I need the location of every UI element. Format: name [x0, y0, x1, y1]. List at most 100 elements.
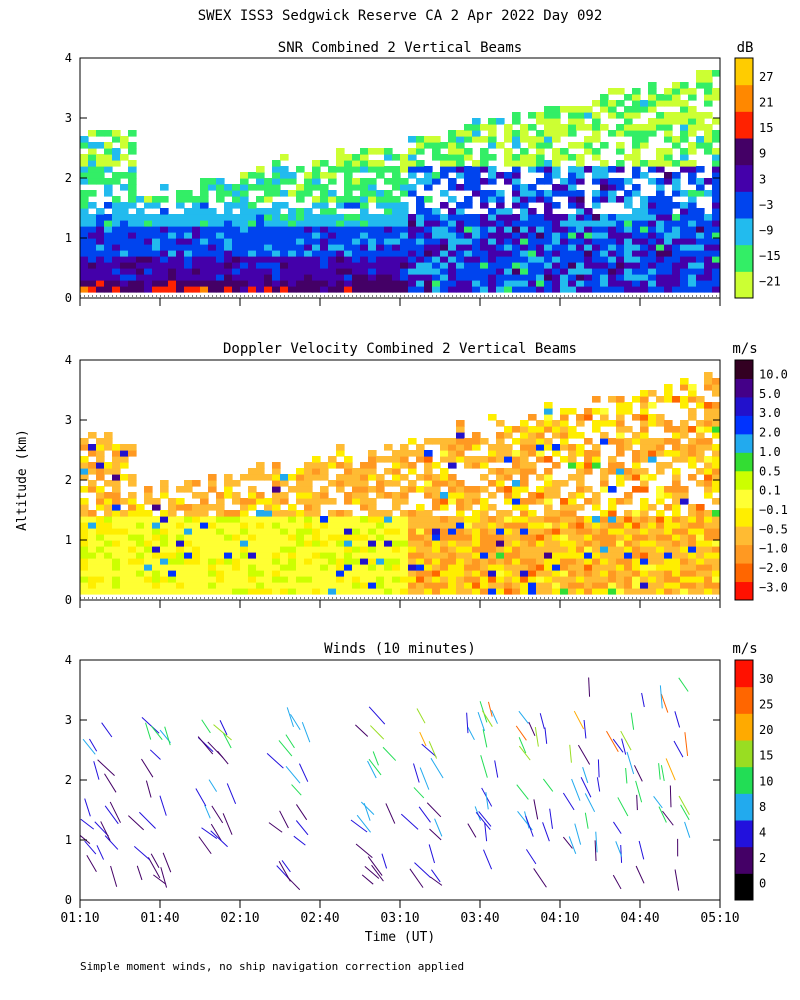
heatmap-cell — [112, 588, 121, 595]
heatmap-cell — [520, 582, 529, 589]
heatmap-cell — [416, 456, 425, 463]
heatmap-cell — [640, 450, 649, 457]
heatmap-cell — [344, 268, 353, 275]
heatmap-cell — [136, 510, 145, 517]
heatmap-cell — [672, 94, 681, 101]
heatmap-cell — [672, 486, 681, 493]
heatmap-cell — [472, 540, 481, 547]
heatmap-cell — [96, 208, 105, 215]
heatmap-cell — [104, 184, 113, 191]
heatmap-cell — [232, 480, 241, 487]
heatmap-cell — [248, 582, 257, 589]
heatmap-cell — [536, 570, 545, 577]
heatmap-cell — [376, 480, 385, 487]
heatmap-cell — [640, 238, 649, 245]
wind-barb — [110, 865, 118, 887]
wind-barb — [195, 788, 207, 807]
heatmap-cell — [424, 534, 433, 541]
wind-barb — [372, 751, 379, 766]
heatmap-cell — [328, 480, 337, 487]
heatmap-cell — [408, 552, 417, 559]
heatmap-cell — [592, 118, 601, 125]
heatmap-cell — [464, 202, 473, 209]
heatmap-cell — [96, 214, 105, 221]
heatmap-cell — [200, 190, 209, 197]
heatmap-cell — [576, 582, 585, 589]
heatmap-cell — [336, 244, 345, 251]
heatmap-cell — [712, 516, 720, 523]
heatmap-cell — [128, 214, 137, 221]
heatmap-cell — [408, 582, 417, 589]
heatmap-cell — [304, 244, 313, 251]
heatmap-cell — [240, 172, 249, 179]
heatmap-cell — [80, 166, 89, 173]
heatmap-cell — [136, 214, 145, 221]
heatmap-cell — [696, 510, 705, 517]
heatmap-cell — [536, 160, 545, 167]
heatmap-cell — [152, 558, 161, 565]
heatmap-cell — [296, 558, 305, 565]
heatmap-cell — [640, 516, 649, 523]
heatmap-cell — [312, 516, 321, 523]
heatmap-cell — [344, 214, 353, 221]
heatmap-cell — [88, 522, 97, 529]
heatmap-cell — [616, 516, 625, 523]
heatmap-cell — [712, 552, 720, 559]
heatmap-cell — [616, 142, 625, 149]
heatmap-cell — [112, 226, 121, 233]
heatmap-cell — [520, 426, 529, 433]
heatmap-cell — [480, 510, 489, 517]
heatmap-cell — [672, 184, 681, 191]
heatmap-cell — [560, 256, 569, 263]
heatmap-cell — [528, 582, 537, 589]
heatmap-cell — [288, 486, 297, 493]
heatmap-cell — [576, 504, 585, 511]
heatmap-cell — [400, 552, 409, 559]
heatmap-cell — [368, 178, 377, 185]
heatmap-cell — [288, 552, 297, 559]
heatmap-cell — [616, 250, 625, 257]
heatmap-cell — [688, 208, 697, 215]
wind-barb — [208, 779, 218, 792]
heatmap-cell — [496, 546, 505, 553]
heatmap-cell — [120, 498, 129, 505]
heatmap-cell — [288, 576, 297, 583]
heatmap-cell — [416, 504, 425, 511]
heatmap-cell — [96, 226, 105, 233]
heatmap-cell — [344, 516, 353, 523]
heatmap-cell — [408, 268, 417, 275]
heatmap-cell — [496, 250, 505, 257]
wind-barb — [355, 724, 369, 737]
heatmap-cell — [456, 232, 465, 239]
heatmap-cell — [640, 474, 649, 481]
heatmap-cell — [624, 286, 633, 293]
heatmap-cell — [120, 172, 129, 179]
heatmap-cell — [704, 420, 713, 427]
heatmap-cell — [200, 256, 209, 263]
heatmap-cell — [352, 582, 361, 589]
heatmap-cell — [112, 486, 121, 493]
heatmap-cell — [672, 588, 681, 595]
heatmap-cell — [480, 256, 489, 263]
heatmap-cell — [624, 202, 633, 209]
heatmap-cell — [456, 570, 465, 577]
heatmap-cell — [88, 178, 97, 185]
heatmap-cell — [640, 522, 649, 529]
heatmap-cell — [264, 196, 273, 203]
winds-colorbar-swatch — [735, 820, 753, 848]
heatmap-cell — [712, 546, 720, 553]
heatmap-cell — [600, 528, 609, 535]
heatmap-cell — [112, 148, 121, 155]
heatmap-cell — [592, 178, 601, 185]
heatmap-cell — [424, 286, 433, 293]
heatmap-cell — [320, 262, 329, 269]
heatmap-cell — [608, 438, 617, 445]
heatmap-cell — [328, 534, 337, 541]
heatmap-cell — [264, 214, 273, 221]
heatmap-cell — [568, 426, 577, 433]
heatmap-cell — [352, 238, 361, 245]
wind-barb — [533, 799, 539, 820]
heatmap-cell — [600, 274, 609, 281]
heatmap-cell — [352, 196, 361, 203]
heatmap-cell — [104, 462, 113, 469]
